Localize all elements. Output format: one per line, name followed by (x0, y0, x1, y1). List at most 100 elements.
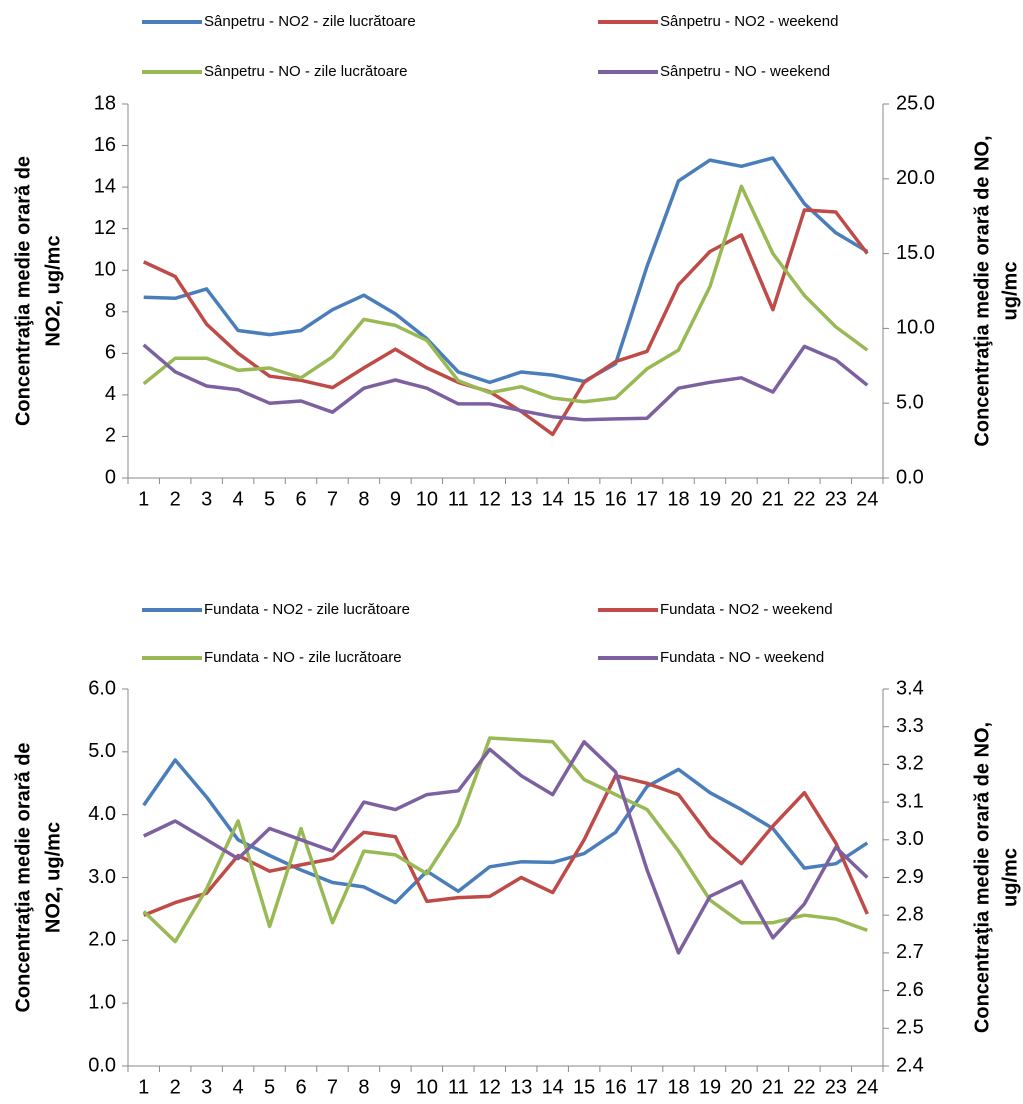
y-tick-label: 18 (94, 92, 116, 114)
x-tick-label: 22 (793, 488, 815, 510)
y-tick-label: 1.0 (88, 991, 116, 1013)
x-tick-label: 14 (542, 1076, 564, 1098)
x-tick-label: 12 (479, 1076, 501, 1098)
x-tick-label: 18 (667, 1076, 689, 1098)
x-tick-label: 16 (604, 1076, 626, 1098)
x-tick-label: 1 (138, 1076, 149, 1098)
x-tick-label: 14 (542, 488, 564, 510)
y2-tick-label: 2.5 (896, 1017, 924, 1039)
series-line (142, 740, 869, 955)
y-tick-label: 8 (105, 300, 116, 322)
x-tick-label: 15 (573, 488, 595, 510)
y-tick-label: 2.0 (88, 929, 116, 951)
x-tick-label: 4 (233, 488, 244, 510)
y2-tick-label: 25.0 (896, 92, 935, 114)
x-tick-label: 7 (327, 1076, 338, 1098)
y-axis-title: Concentraţia medie orară de (12, 742, 34, 1012)
y-tick-label: 14 (94, 175, 116, 197)
y-tick-label: 4.0 (88, 803, 116, 825)
series-line (142, 184, 869, 404)
x-tick-label: 20 (730, 1076, 752, 1098)
y-axis-title: NO2, ug/mc (42, 235, 64, 346)
x-tick-label: 19 (699, 1076, 721, 1098)
y-tick-label: 3.0 (88, 866, 116, 888)
series-line (143, 156, 869, 385)
x-tick-label: 16 (604, 488, 626, 510)
y2-axis-title: ug/mc (999, 848, 1021, 907)
y-tick-label: 0.0 (88, 1054, 116, 1076)
series-line (142, 208, 869, 437)
y-tick-label: 12 (94, 217, 116, 239)
x-tick-label: 3 (201, 488, 212, 510)
x-tick-label: 23 (825, 1076, 847, 1098)
x-tick-label: 23 (825, 488, 847, 510)
y2-tick-label: 2.9 (896, 866, 924, 888)
x-tick-label: 24 (856, 488, 878, 510)
y2-tick-label: 2.7 (896, 941, 924, 963)
y-tick-label: 0 (105, 466, 116, 488)
y2-tick-label: 15.0 (896, 242, 935, 264)
y2-tick-label: 2.8 (896, 903, 924, 925)
legend-label: Fundata - NO2 - zile lucrătoare (204, 601, 410, 618)
x-tick-label: 19 (699, 488, 721, 510)
series-line (143, 773, 869, 917)
y2-tick-label: 3.2 (896, 753, 924, 775)
legend-label: Fundata - NO - weekend (660, 649, 824, 666)
legend-label: Sânpetru - NO - zile lucrătoare (204, 63, 407, 80)
y2-axis-title: Concentraţia medie orară de NO, (971, 722, 993, 1033)
x-tick-label: 13 (510, 1076, 532, 1098)
y2-tick-label: 5.0 (896, 391, 924, 413)
x-tick-label: 11 (448, 488, 469, 510)
x-tick-label: 10 (416, 488, 438, 510)
y-tick-label: 2 (105, 425, 116, 447)
y2-tick-label: 2.4 (896, 1054, 924, 1076)
x-tick-label: 10 (416, 1076, 438, 1098)
y-tick-label: 16 (94, 134, 116, 156)
x-tick-label: 5 (264, 488, 275, 510)
legend-label: Sânpetru - NO2 - zile lucrătoare (204, 13, 416, 30)
y-tick-label: 6.0 (88, 677, 116, 699)
x-tick-label: 7 (327, 488, 338, 510)
x-tick-label: 8 (358, 1076, 369, 1098)
x-tick-label: 1 (138, 488, 149, 510)
y-tick-label: 6 (105, 342, 116, 364)
y-tick-label: 5.0 (88, 740, 116, 762)
y2-tick-label: 3.1 (896, 790, 924, 812)
legend-label: Sânpetru - NO - weekend (660, 63, 830, 80)
legend-label: Sânpetru - NO2 - weekend (660, 13, 838, 30)
x-tick-label: 21 (762, 1076, 784, 1098)
x-tick-label: 2 (170, 1076, 181, 1098)
series-line (142, 736, 868, 944)
x-tick-label: 18 (667, 488, 689, 510)
x-tick-label: 9 (390, 488, 401, 510)
x-tick-label: 6 (295, 1076, 306, 1098)
y-tick-label: 4 (105, 383, 116, 405)
x-tick-label: 6 (295, 488, 306, 510)
x-tick-label: 12 (479, 488, 501, 510)
y2-tick-label: 10.0 (896, 317, 935, 339)
y2-axis-title: Concentraţia medie orară de NO, (971, 135, 993, 446)
x-tick-label: 22 (793, 1076, 815, 1098)
y2-tick-label: 3.4 (896, 677, 924, 699)
x-tick-label: 20 (730, 488, 752, 510)
x-tick-label: 3 (201, 1076, 212, 1098)
x-tick-label: 8 (358, 488, 369, 510)
x-tick-label: 2 (170, 488, 181, 510)
x-tick-label: 9 (390, 1076, 401, 1098)
x-tick-label: 11 (448, 1076, 469, 1098)
x-tick-label: 4 (233, 1076, 244, 1098)
y2-tick-label: 3.3 (896, 715, 924, 737)
series-line (142, 758, 869, 905)
y2-tick-label: 3.0 (896, 828, 924, 850)
y-axis-title: NO2, ug/mc (42, 822, 64, 933)
legend-label: Fundata - NO2 - weekend (660, 601, 833, 618)
y-axis-title: Concentraţia medie orară de (12, 156, 34, 426)
x-tick-label: 13 (510, 488, 532, 510)
y2-tick-label: 2.6 (896, 979, 924, 1001)
y2-tick-label: 0.0 (896, 466, 924, 488)
y2-axis-title: ug/mc (999, 262, 1021, 321)
x-tick-label: 15 (573, 1076, 595, 1098)
x-tick-label: 17 (636, 488, 658, 510)
